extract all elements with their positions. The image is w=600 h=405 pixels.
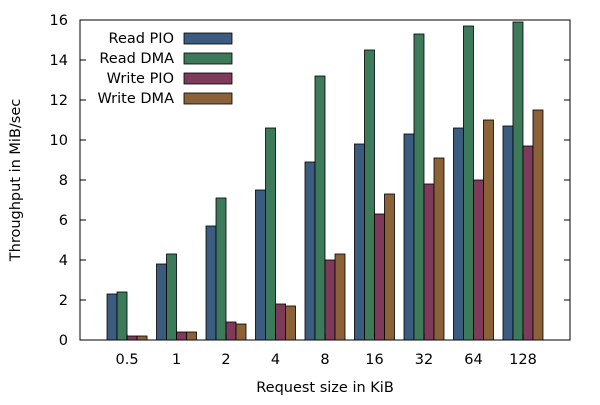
x-tick-label: 1 bbox=[172, 352, 181, 368]
bar bbox=[522, 145, 534, 341]
bar bbox=[215, 197, 227, 341]
bar bbox=[255, 189, 266, 341]
bar bbox=[502, 125, 514, 341]
bar bbox=[423, 183, 435, 341]
x-tick-label: 0.5 bbox=[115, 352, 138, 368]
legend: Read PIO Read DMA Write PIO Write DMA bbox=[98, 31, 233, 107]
x-tick-label: 128 bbox=[509, 352, 537, 368]
x-tick-label: 32 bbox=[415, 352, 433, 368]
x-tick-label: 4 bbox=[271, 352, 280, 368]
y-tick-label: 4 bbox=[59, 253, 68, 269]
bar bbox=[265, 127, 276, 341]
y-tick-label: 10 bbox=[50, 133, 68, 149]
bar bbox=[324, 259, 336, 341]
legend-label: Read DMA bbox=[99, 51, 174, 67]
legend-swatch bbox=[183, 72, 233, 85]
bars bbox=[106, 21, 544, 341]
y-tick-label: 14 bbox=[50, 53, 68, 69]
bar bbox=[116, 291, 128, 341]
legend-label: Write PIO bbox=[107, 71, 174, 87]
bar bbox=[225, 321, 237, 341]
bar bbox=[176, 331, 187, 341]
y-tick-label: 0 bbox=[59, 333, 68, 349]
bar bbox=[473, 179, 484, 341]
bar bbox=[413, 33, 425, 341]
bar bbox=[304, 161, 316, 341]
bar bbox=[106, 293, 118, 341]
y-ticks: 0 2 4 6 8 10 12 14 16 bbox=[50, 13, 570, 349]
x-tick-label: 64 bbox=[464, 352, 482, 368]
bar bbox=[364, 49, 375, 341]
bar bbox=[374, 213, 385, 341]
bar bbox=[235, 323, 247, 341]
legend-label: Read PIO bbox=[109, 31, 174, 47]
bar bbox=[463, 25, 474, 341]
bar bbox=[334, 253, 346, 341]
legend-swatch bbox=[183, 52, 233, 65]
bar bbox=[275, 303, 286, 341]
y-tick-label: 6 bbox=[59, 213, 68, 229]
bar bbox=[126, 335, 138, 341]
bar bbox=[156, 263, 167, 341]
bar bbox=[483, 119, 494, 341]
legend-swatch bbox=[183, 92, 233, 105]
bar bbox=[354, 143, 365, 341]
y-tick-label: 16 bbox=[50, 13, 68, 29]
bar bbox=[384, 193, 395, 341]
y-axis-label: Throughput in MiB/sec bbox=[8, 99, 24, 263]
x-tick-label: 2 bbox=[221, 352, 230, 368]
bar bbox=[205, 225, 217, 341]
legend-swatch bbox=[183, 32, 233, 45]
y-tick-label: 12 bbox=[50, 93, 68, 109]
y-tick-label: 2 bbox=[59, 293, 68, 309]
x-ticks: 0.5 1 2 4 8 16 32 64 128 bbox=[115, 334, 537, 368]
y-tick-label: 8 bbox=[59, 173, 68, 189]
bar bbox=[433, 157, 445, 341]
bar bbox=[285, 305, 296, 341]
bar bbox=[166, 253, 177, 341]
x-tick-label: 8 bbox=[320, 352, 329, 368]
bar bbox=[314, 75, 326, 341]
x-axis-label: Request size in KiB bbox=[256, 380, 394, 396]
bar bbox=[186, 331, 197, 341]
bar bbox=[512, 21, 524, 341]
legend-label: Write DMA bbox=[98, 91, 175, 107]
x-tick-label: 16 bbox=[365, 352, 383, 368]
bar bbox=[136, 335, 148, 341]
bar bbox=[403, 133, 415, 341]
bar bbox=[453, 127, 464, 341]
bar bbox=[532, 109, 544, 341]
